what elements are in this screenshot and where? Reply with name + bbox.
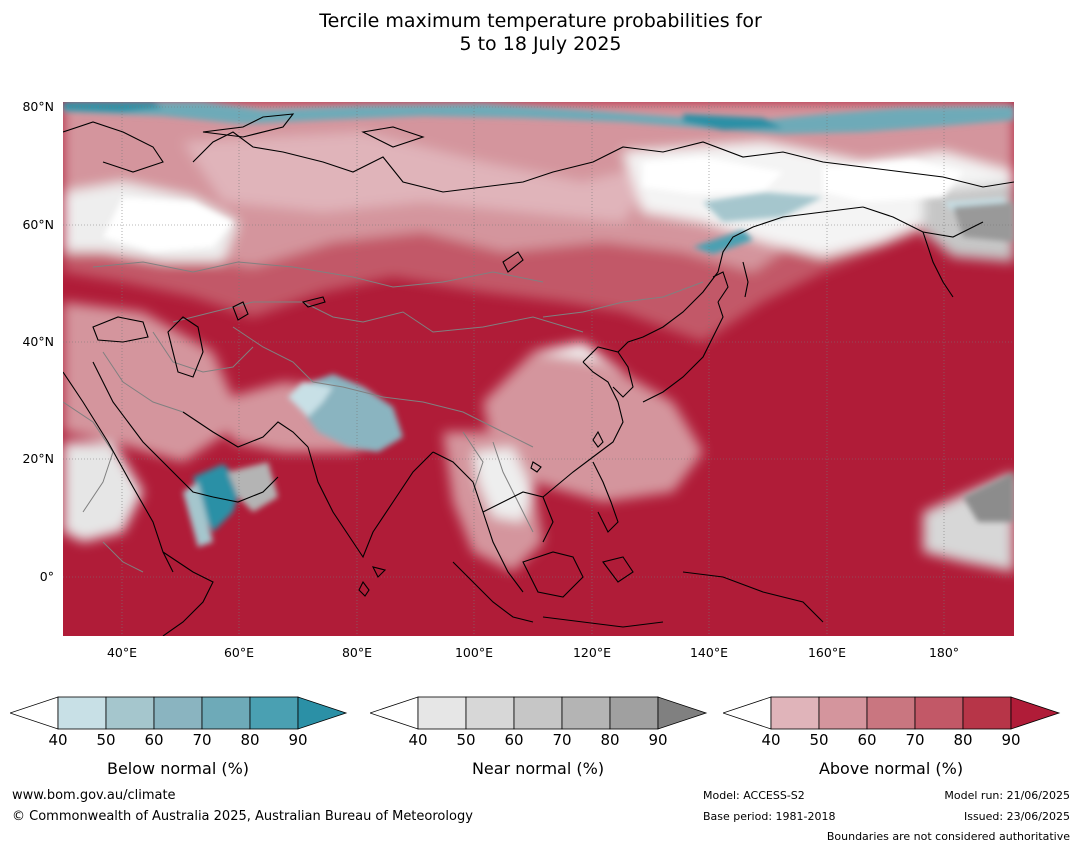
lon-label-140e: 140°E — [689, 645, 728, 660]
colorbar-tick-label: 60 — [504, 731, 523, 746]
colorbar-tick-label: 50 — [809, 731, 828, 746]
field-near-central-siberia — [823, 160, 963, 202]
colorbar-extend-low — [10, 696, 59, 730]
lon-label-40e: 40°E — [106, 645, 138, 660]
colorbar-segment — [417, 696, 467, 730]
colorbar-segment — [818, 696, 868, 730]
colorbar-below-normal: 40 50 60 70 80 90 — [10, 696, 348, 746]
colorbar-segment — [57, 696, 107, 730]
coastlines — [63, 113, 1014, 636]
country-boundaries — [63, 261, 704, 573]
field-near-kamchatka-dark — [953, 202, 1014, 242]
footer-boundaries-note: Boundaries are not considered authoritat… — [826, 830, 1070, 843]
colorbar-tick-label: 70 — [192, 731, 211, 746]
colorbar-tick-label: 40 — [761, 731, 780, 746]
lat-label-60n: 60°N — [22, 217, 54, 232]
lon-label-100e: 100°E — [454, 645, 493, 660]
colorbar-segment — [770, 696, 820, 730]
field-above-pale-north — [183, 132, 663, 222]
colorbar-segment — [249, 696, 299, 730]
colorbar-tick-label: 60 — [144, 731, 163, 746]
colorbar-tick-label: 50 — [96, 731, 115, 746]
map-title-line1: Tercile maximum temperature probabilitie… — [319, 10, 762, 32]
colorbar-segment — [962, 696, 1012, 730]
colorbar-tick-label: 60 — [857, 731, 876, 746]
field-below-tibet-light — [288, 382, 333, 417]
field-near-pacific-dark — [963, 472, 1014, 522]
lat-label-0: 0° — [39, 569, 54, 584]
colorbar-segment — [465, 696, 515, 730]
colorbar-tick-label: 70 — [905, 731, 924, 746]
colorbar-extend-high — [297, 696, 348, 730]
footer-issued: Issued: 23/06/2025 — [963, 810, 1070, 823]
colorbar-extend-low — [723, 696, 772, 730]
colorbar-tick-label: 80 — [240, 731, 259, 746]
lon-label-160e: 160°E — [807, 645, 846, 660]
colorbar-tick-label: 40 — [408, 731, 427, 746]
colorbar-segment — [153, 696, 203, 730]
colorbar-tick-label: 80 — [600, 731, 619, 746]
colorbar-segment — [866, 696, 916, 730]
field-near-arabia — [63, 442, 143, 542]
map-field-layers — [63, 102, 1014, 572]
map-title-line2: 5 to 18 July 2025 — [459, 33, 622, 55]
colorbar-tick-label: 50 — [456, 731, 475, 746]
footer-model-run: Model run: 21/06/2025 — [944, 789, 1070, 802]
lon-label-80e: 80°E — [341, 645, 373, 660]
colorbar-above-normal: 40 50 60 70 80 90 — [723, 696, 1061, 746]
footer-model: Model: ACCESS-S2 — [703, 789, 805, 802]
colorbar-segment — [609, 696, 659, 730]
colorbar-segment — [914, 696, 964, 730]
lat-label-40n: 40°N — [22, 334, 54, 349]
lat-label-20n: 20°N — [22, 451, 54, 466]
colorbar-extend-low — [370, 696, 419, 730]
colorbar-tick-label: 40 — [48, 731, 67, 746]
field-near-horn — [228, 462, 278, 512]
colorbar-tick-label: 90 — [648, 731, 667, 746]
graticule — [63, 102, 1014, 636]
colorbar-segment — [201, 696, 251, 730]
colorbar-extend-high — [657, 696, 708, 730]
colorbar-tick-label: 90 — [288, 731, 307, 746]
colorbar-segment — [513, 696, 563, 730]
colorbar-title-above: Above normal (%) — [818, 759, 964, 778]
lat-label-80n: 80°N — [22, 99, 54, 114]
field-below-okhotsk — [693, 230, 753, 254]
footer-url[interactable]: www.bom.gov.au/climate — [12, 788, 176, 803]
field-near-seasia — [473, 447, 533, 522]
colorbar-near-normal: 40 50 60 70 80 90 — [370, 696, 708, 746]
probability-map — [63, 102, 1014, 636]
colorbar-segment — [561, 696, 611, 730]
footer-base-period: Base period: 1981-2018 — [703, 810, 836, 823]
colorbar-extend-high — [1010, 696, 1061, 730]
footer-copyright: © Commonwealth of Australia 2025, Austra… — [12, 809, 473, 824]
field-near-east-siberia-white — [643, 157, 783, 194]
lon-label-180: 180° — [928, 645, 960, 660]
colorbar-tick-label: 80 — [953, 731, 972, 746]
colorbar-title-below: Below normal (%) — [106, 759, 250, 778]
colorbar-tick-label: 70 — [552, 731, 571, 746]
lon-label-120e: 120°E — [572, 645, 611, 660]
map-field-detail — [63, 102, 1014, 547]
colorbar-title-near: Near normal (%) — [471, 759, 605, 778]
field-below-arctic-dark — [63, 102, 783, 130]
colorbar-tick-label: 90 — [1001, 731, 1020, 746]
lon-label-60e: 60°E — [223, 645, 255, 660]
colorbar-segment — [105, 696, 155, 730]
field-below-horn-light — [183, 482, 213, 547]
field-near-west-siberia — [103, 197, 233, 252]
field-below-siberia-east — [703, 192, 823, 222]
